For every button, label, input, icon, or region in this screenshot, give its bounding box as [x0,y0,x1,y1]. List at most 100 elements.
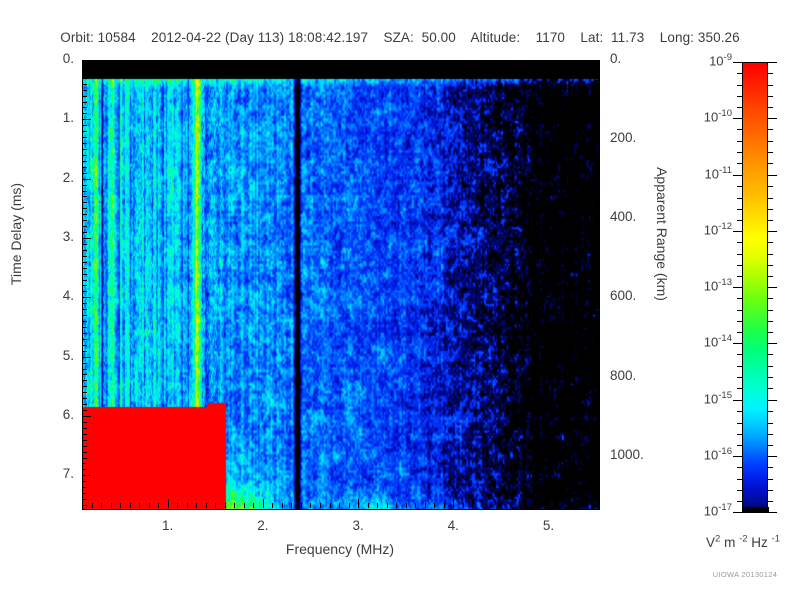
colorbar-tick-minor-left [737,265,742,266]
x-tick-minor [244,503,245,508]
y-left-tick-minor [82,333,87,334]
y-left-tick-major [82,179,91,180]
y-left-tick-minor [82,380,87,381]
colorbar-tick-minor-left [737,209,742,210]
colorbar-tick-minor-right [768,209,773,210]
colorbar-tick-major-left [733,456,742,457]
colorbar-tick-minor-left [737,242,742,243]
colorbar-tick-minor-left [737,501,742,502]
colorbar-tick-minor-left [737,198,742,199]
x-tick-minor-top [406,60,407,65]
colorbar-tick-minor-left [737,411,742,412]
colorbar [742,62,769,513]
y-left-tick-minor [82,463,87,464]
x-tick-minor [539,503,540,508]
colorbar-tick-major-right [768,456,777,457]
y-left-tick-major [82,119,91,120]
y-left-tick-minor [82,487,87,488]
colorbar-tick-minor-left [737,163,742,164]
y-left-tick-minor [82,369,87,370]
y-left-tick-minor [82,226,87,227]
y-left-tick-major [82,416,91,417]
x-tick-major [453,499,454,508]
x-tick-minor [520,503,521,508]
y-left-tick-minor [82,196,87,197]
x-tick-minor [130,503,131,508]
x-tick-minor-top [82,60,83,65]
x-tick-minor-top [349,60,350,65]
colorbar-tick-major-left [733,175,742,176]
colorbar-tick-minor-right [768,467,773,468]
x-tick-minor-top [149,60,150,65]
colorbar-tick-label: 10-14 [703,333,732,350]
colorbar-tick-label: 10-10 [703,108,732,125]
y-right-tick-minor [594,278,599,279]
x-tick-minor [120,503,121,508]
colorbar-gradient [742,62,769,513]
x-tick-minor [320,503,321,508]
credit-label: UIOWA 20130124 [712,570,778,579]
figure-header: Orbit: 10584 2012-04-22 (Day 113) 18:08:… [60,30,740,45]
x-tick-minor [415,503,416,508]
x-tick-minor [301,503,302,508]
x-tick-minor-top [310,60,311,65]
colorbar-tick-major-left [733,62,742,63]
x-tick-minor [577,503,578,508]
y-left-tick-minor [82,96,87,97]
colorbar-units-label: V2 m -2 Hz -1 [683,533,800,550]
colorbar-tick-minor-left [737,220,742,221]
x-tick-major [168,499,169,508]
colorbar-tick-minor-left [737,152,742,153]
x-tick-minor [253,503,254,508]
x-tick-major-top [358,60,359,69]
y-left-tick-minor [82,214,87,215]
y-left-tick-major [82,238,91,239]
x-tick-minor-top [301,60,302,65]
x-tick-minor-top [491,60,492,65]
x-tick-minor [501,503,502,508]
y-left-tick-minor [82,434,87,435]
y-left-tick-minor [82,167,87,168]
x-tick-minor [558,503,559,508]
y-right-tick-label: 0. [610,51,622,66]
x-tick-minor [396,503,397,508]
x-tick-minor-top [463,60,464,65]
colorbar-tick-minor-right [768,141,773,142]
colorbar-tick-minor-right [768,96,773,97]
x-tick-minor-top [472,60,473,65]
x-tick-major-top [548,60,549,69]
x-tick-minor-top [434,60,435,65]
x-tick-minor [529,503,530,508]
colorbar-tick-minor-left [737,479,742,480]
colorbar-tick-major-right [768,287,777,288]
x-tick-minor-top [130,60,131,65]
y-left-tick-minor [82,469,87,470]
x-tick-minor [234,503,235,508]
colorbar-tick-minor-right [768,388,773,389]
colorbar-tick-minor-left [737,445,742,446]
y-left-tick-minor [82,351,87,352]
x-tick-major-top [453,60,454,69]
x-tick-minor-top [92,60,93,65]
y-right-tick-minor [594,179,599,180]
colorbar-tick-minor-left [737,434,742,435]
x-tick-minor-top [510,60,511,65]
colorbar-tick-minor-left [737,96,742,97]
x-tick-minor-top [396,60,397,65]
x-tick-minor-top [101,60,102,65]
x-tick-minor-top [120,60,121,65]
colorbar-tick-minor-left [737,141,742,142]
x-tick-minor [282,503,283,508]
x-tick-minor-top [253,60,254,65]
x-tick-minor-top [529,60,530,65]
colorbar-tick-label: 10-12 [703,221,732,238]
x-tick-minor [177,503,178,508]
colorbar-tick-label: 10-11 [704,165,733,182]
y-left-tick-minor [82,173,87,174]
x-tick-minor-top [377,60,378,65]
colorbar-tick-minor-right [768,85,773,86]
colorbar-tick-minor-left [737,298,742,299]
y-left-tick-minor [82,84,87,85]
y-right-tick-label: 800. [610,367,637,383]
y-left-tick-minor [82,452,87,453]
